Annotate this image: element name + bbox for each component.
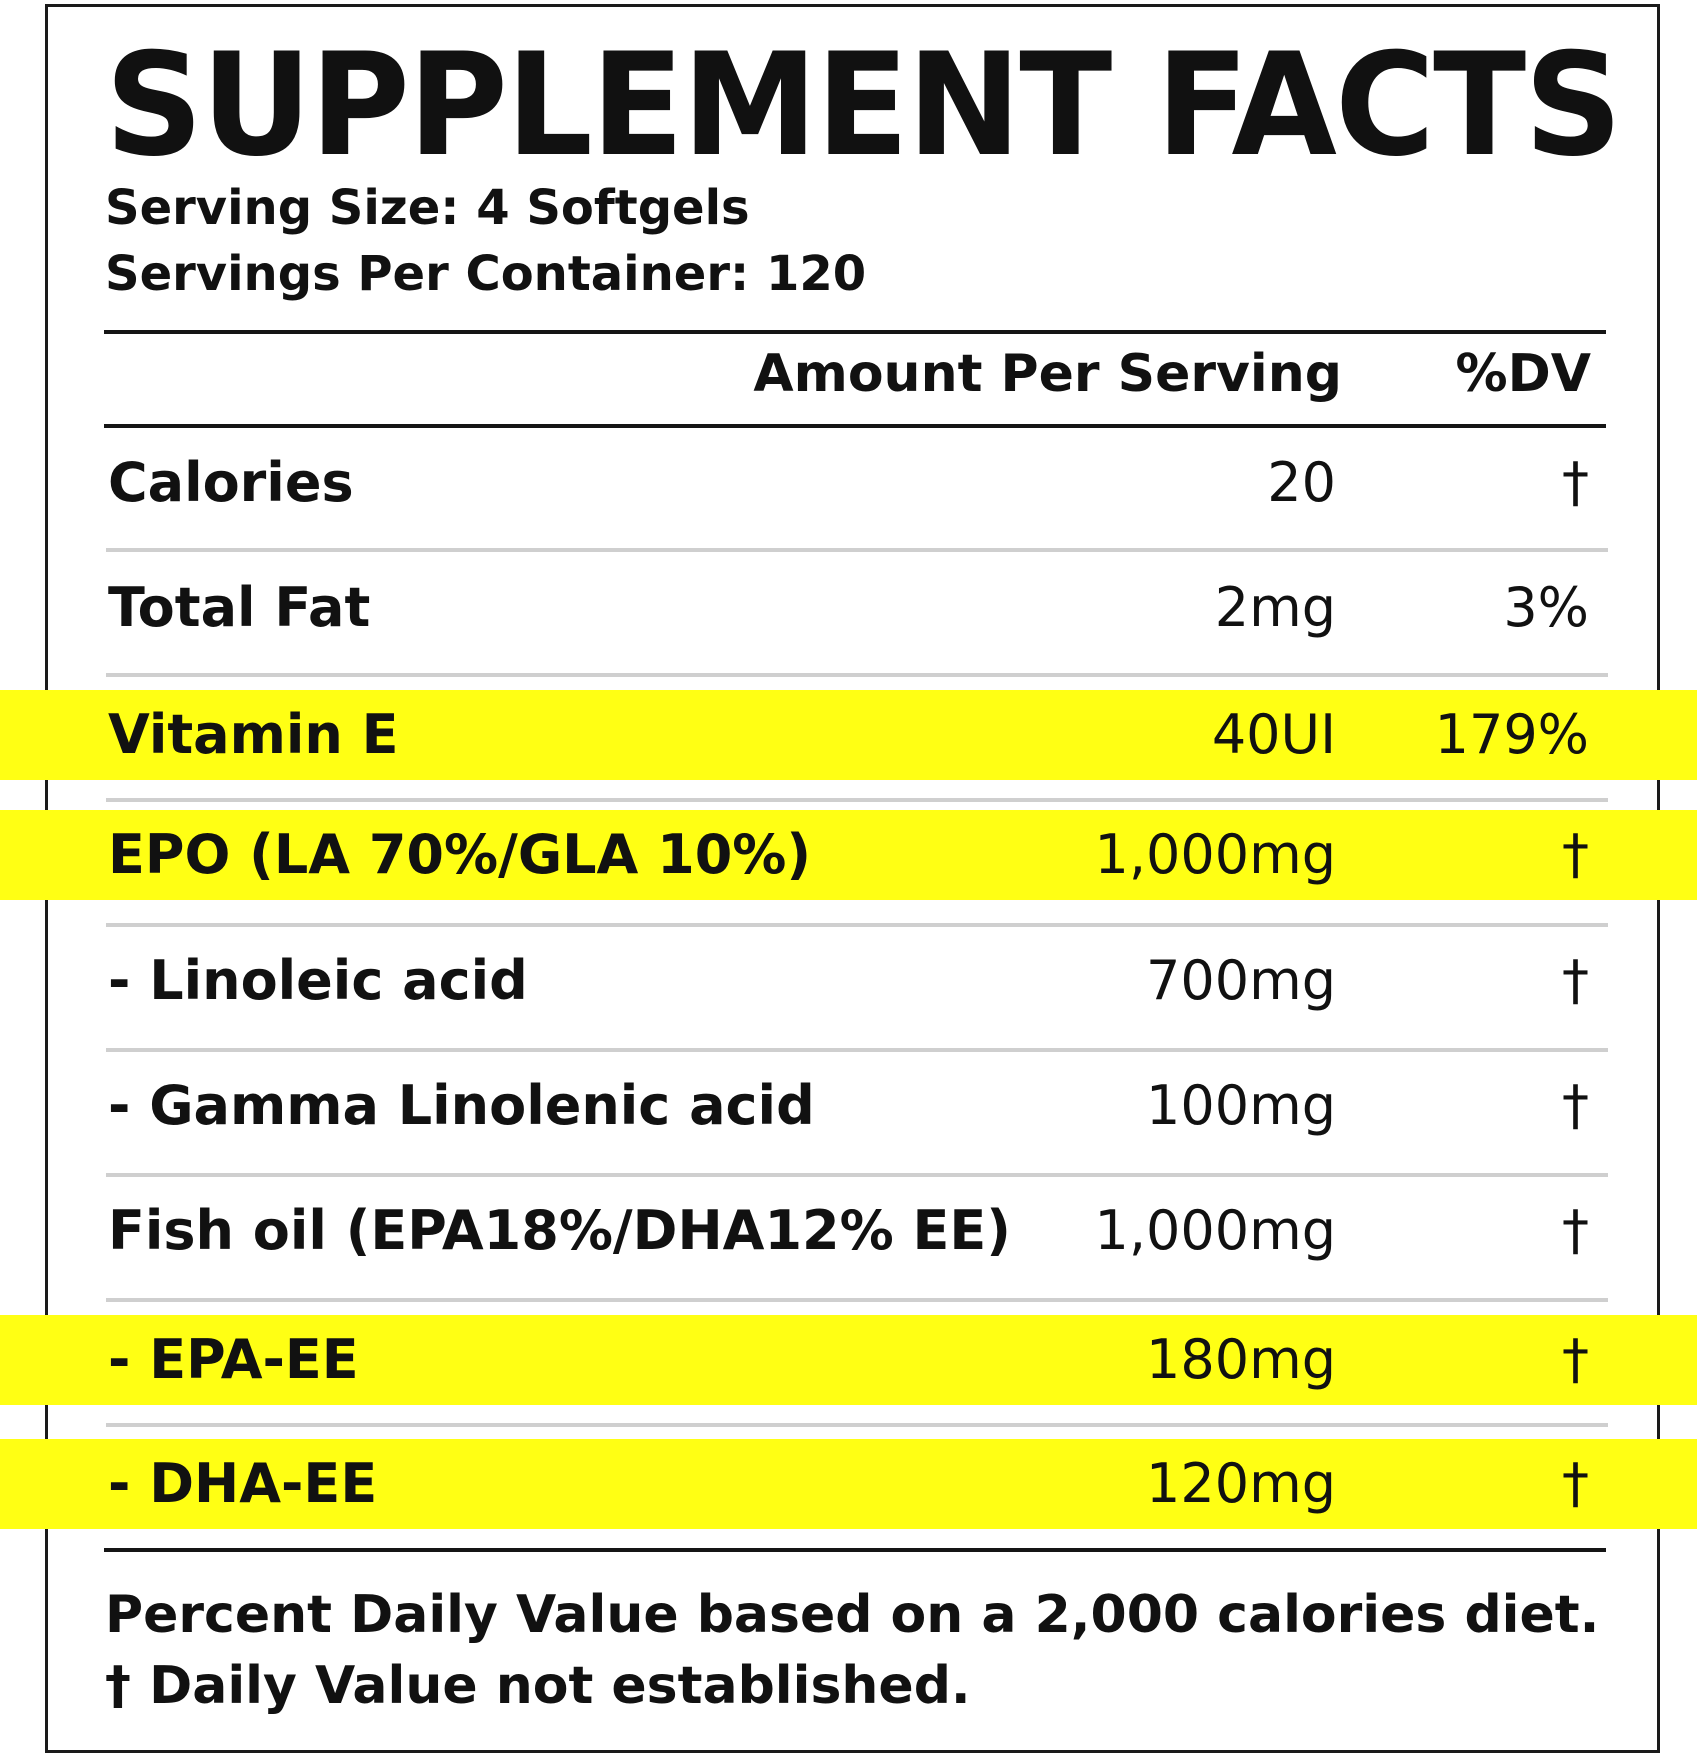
row-divider: [106, 1298, 1608, 1302]
nutrient-dv: 3%: [1503, 576, 1589, 639]
nutrient-amount: 100mg: [1146, 1074, 1336, 1137]
nutrient-name: Calories: [108, 451, 354, 514]
nutrient-name: - DHA-EE: [108, 1452, 378, 1515]
row-divider: [106, 1423, 1608, 1427]
nutrient-row-linoleic-acid: - Linoleic acid 700mg †: [0, 936, 1697, 1026]
nutrient-name: Fish oil (EPA18%/DHA12% EE): [108, 1199, 1011, 1262]
nutrient-dv: 179%: [1434, 703, 1589, 766]
nutrient-dv: †: [1562, 1074, 1589, 1137]
nutrient-row-calories: Calories 20 †: [0, 438, 1697, 528]
nutrient-row-fish-oil: Fish oil (EPA18%/DHA12% EE) 1,000mg †: [0, 1186, 1697, 1276]
nutrient-name: Vitamin E: [108, 703, 399, 766]
nutrient-row-total-fat: Total Fat 2mg 3%: [0, 563, 1697, 653]
nutrient-name: - EPA-EE: [108, 1328, 359, 1391]
nutrient-row-epo: EPO (LA 70%/GLA 10%) 1,000mg †: [0, 810, 1697, 900]
nutrient-amount: 40UI: [1211, 703, 1336, 766]
nutrient-amount: 120mg: [1146, 1452, 1336, 1515]
row-divider: [106, 923, 1608, 927]
label-title: SUPPLEMENT FACTS: [105, 23, 1622, 188]
nutrient-dv: †: [1562, 949, 1589, 1012]
column-header-rule: [104, 424, 1606, 428]
row-divider: [106, 673, 1608, 677]
nutrient-name: - Gamma Linolenic acid: [108, 1074, 815, 1137]
nutrient-row-epa-ee: - EPA-EE 180mg †: [0, 1315, 1697, 1405]
footnote-not-established: † Daily Value not established.: [105, 1656, 971, 1716]
nutrient-row-dha-ee: - DHA-EE 120mg †: [0, 1439, 1697, 1529]
nutrient-dv: †: [1562, 823, 1589, 886]
nutrient-dv: †: [1562, 451, 1589, 514]
nutrient-amount: 2mg: [1214, 576, 1336, 639]
column-header-dv: %DV: [1455, 344, 1591, 404]
nutrient-amount: 700mg: [1146, 949, 1336, 1012]
nutrient-name: Total Fat: [108, 576, 371, 639]
nutrient-row-vitamin-e: Vitamin E 40UI 179%: [0, 690, 1697, 780]
footnote-daily-value: Percent Daily Value based on a 2,000 cal…: [105, 1585, 1600, 1645]
servings-per-container: Servings Per Container: 120: [105, 246, 867, 302]
column-header-amount: Amount Per Serving: [753, 344, 1342, 404]
nutrient-amount: 1,000mg: [1094, 1199, 1336, 1262]
row-divider: [106, 548, 1608, 552]
nutrient-name: - Linoleic acid: [108, 949, 528, 1012]
row-divider: [106, 1173, 1608, 1177]
nutrient-dv: †: [1562, 1199, 1589, 1262]
serving-size: Serving Size: 4 Softgels: [105, 180, 750, 236]
nutrient-amount: 20: [1267, 451, 1336, 514]
nutrient-dv: †: [1562, 1328, 1589, 1391]
nutrient-amount: 1,000mg: [1094, 823, 1336, 886]
nutrient-amount: 180mg: [1146, 1328, 1336, 1391]
nutrient-name: EPO (LA 70%/GLA 10%): [108, 823, 812, 886]
footer-rule: [104, 1548, 1606, 1552]
header-rule: [104, 330, 1606, 334]
nutrient-dv: †: [1562, 1452, 1589, 1515]
row-divider: [106, 798, 1608, 802]
nutrient-row-gamma-linolenic-acid: - Gamma Linolenic acid 100mg †: [0, 1061, 1697, 1151]
row-divider: [106, 1048, 1608, 1052]
